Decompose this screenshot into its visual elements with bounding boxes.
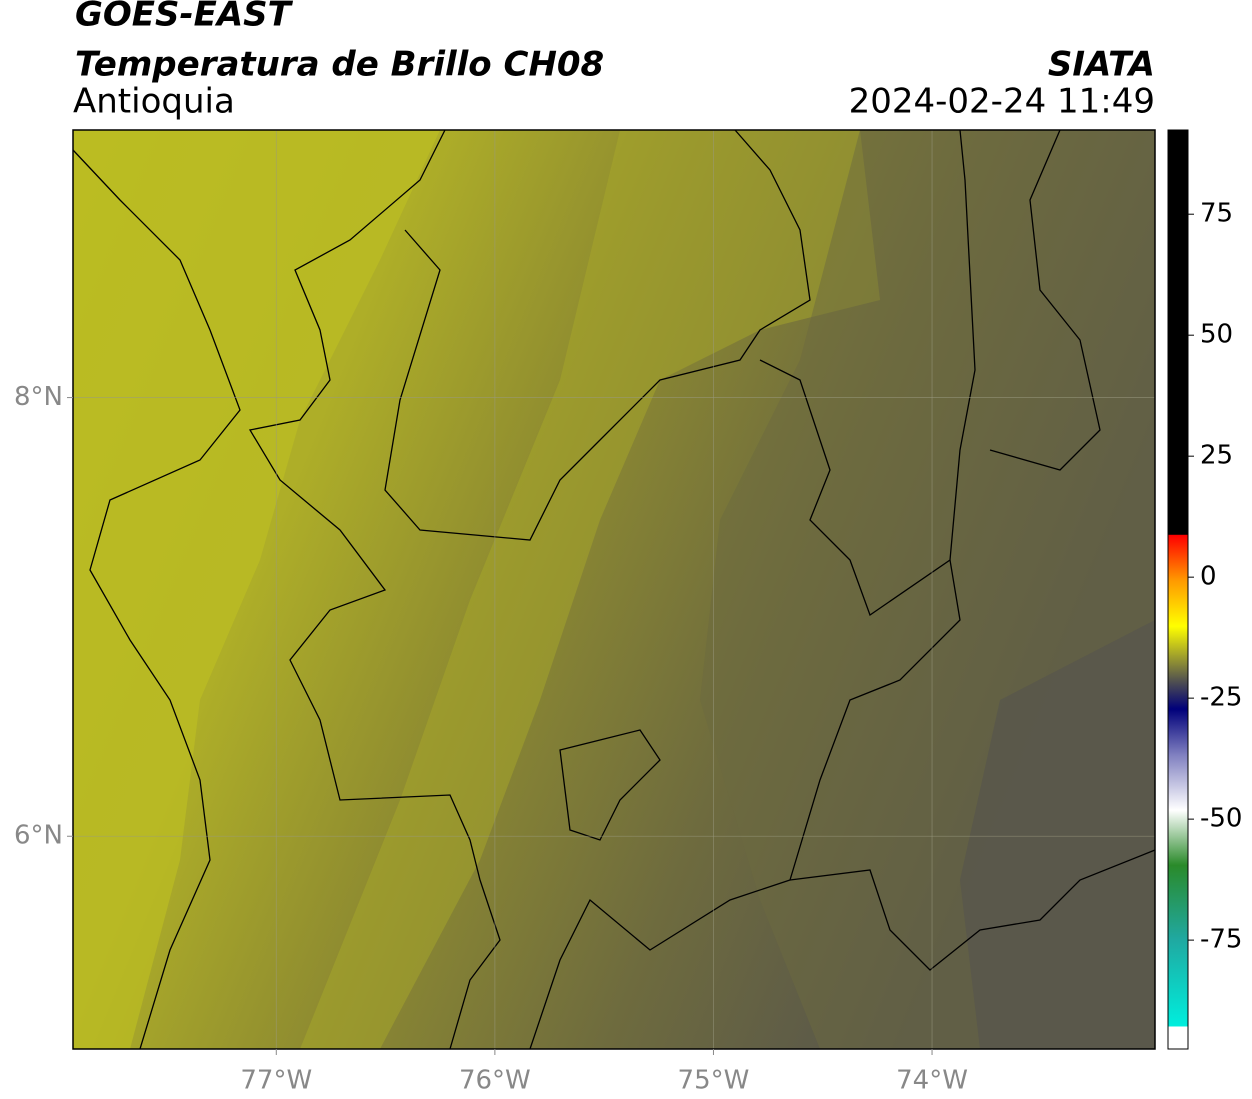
coast [73, 149, 241, 1049]
lon-tick-label: 74°W [896, 1066, 968, 1096]
border [384, 130, 811, 541]
border [989, 130, 1101, 471]
colorbar-tick-label: 50 [1200, 320, 1233, 350]
colorbar-tick-label: 75 [1200, 199, 1233, 229]
graticule [73, 130, 1155, 1049]
border [559, 729, 661, 841]
colorbar-tick-label: -75 [1200, 925, 1242, 955]
border [789, 849, 1155, 971]
map [73, 130, 1155, 1049]
region: Antioquia [73, 82, 235, 122]
lon-tick-label: 77°W [240, 1066, 312, 1096]
lon-tick-label: 75°W [678, 1066, 750, 1096]
colorbar-tick-label: -50 [1200, 804, 1242, 834]
title: GOES-EAST [75, 0, 294, 35]
border [759, 130, 976, 617]
warm-region [73, 130, 440, 1049]
map-frame [72, 129, 1156, 1050]
cold-region [960, 620, 1155, 1049]
lat-tick-label: 6°N [14, 821, 63, 851]
subtitle: Temperatura de Brillo CH08 [75, 45, 604, 85]
datetime: 2024-02-24 11:49 [849, 82, 1155, 122]
colorbar-tick-label: 0 [1200, 562, 1217, 592]
border [248, 130, 501, 1049]
colorbar-tick-label: -25 [1200, 683, 1242, 713]
lon-tick-label: 76°W [459, 1066, 531, 1096]
lat-tick-label: 8°N [14, 382, 63, 412]
brand: SIATA [1048, 45, 1155, 85]
colorbar-tick-label: 25 [1200, 441, 1233, 471]
colorbar [1167, 129, 1189, 1050]
mid-region [300, 130, 880, 1049]
